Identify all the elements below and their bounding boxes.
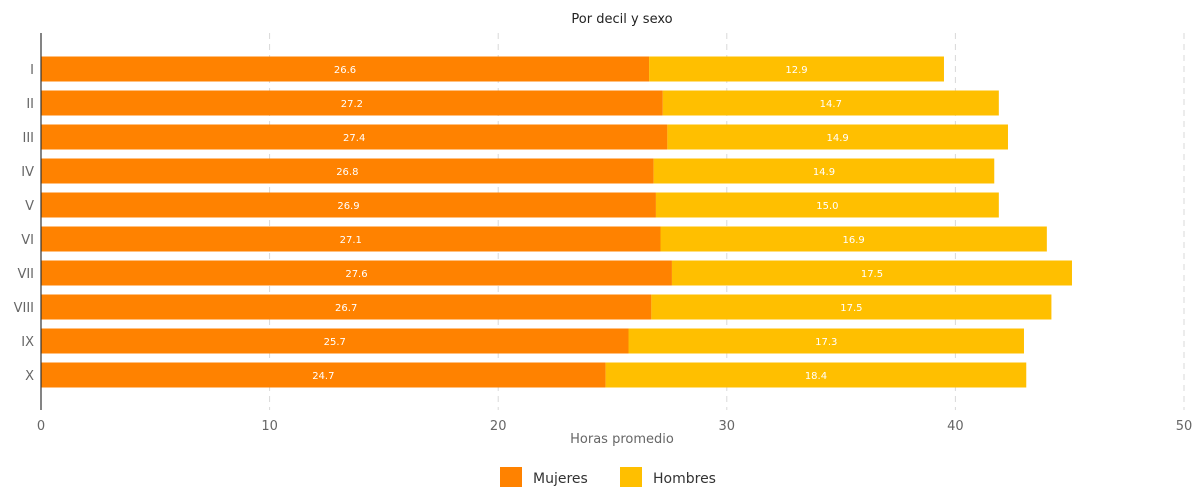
bar-mujeres — [41, 56, 650, 82]
bar-hombres — [667, 124, 1008, 150]
legend: Mujeres Hombres — [500, 467, 716, 487]
bar-value-label: 26.6 — [334, 65, 356, 76]
bar-value-label: 26.9 — [337, 201, 359, 212]
bar-value-label: 27.6 — [345, 269, 367, 280]
legend-label-hombres: Hombres — [653, 471, 716, 487]
bar-mujeres — [41, 158, 654, 184]
category-label: V — [25, 199, 34, 214]
x-tick-label: 40 — [947, 419, 964, 434]
legend-swatch-mujeres — [500, 467, 522, 487]
bar-mujeres — [41, 192, 656, 218]
bar-hombres — [628, 328, 1024, 354]
bar-value-label: 17.5 — [840, 303, 862, 314]
bar-value-label: 26.8 — [336, 167, 358, 178]
bar-value-label: 25.7 — [324, 337, 346, 348]
bar-mujeres — [41, 362, 606, 388]
bar-value-label: 17.3 — [815, 337, 837, 348]
category-label: VII — [17, 267, 34, 282]
category-label: II — [26, 97, 34, 112]
bar-value-label: 26.7 — [335, 303, 357, 314]
bar-value-label: 14.9 — [827, 133, 849, 144]
bar-hombres — [655, 192, 999, 218]
bar-mujeres — [41, 90, 663, 116]
x-tick-label: 50 — [1176, 419, 1193, 434]
bar-value-label: 14.9 — [813, 167, 835, 178]
bar-hombres — [605, 362, 1027, 388]
category-label: VIII — [14, 301, 34, 316]
category-label: VI — [21, 233, 34, 248]
bar-value-label: 14.7 — [820, 99, 842, 110]
x-tick-label: 30 — [719, 419, 736, 434]
bar-value-label: 17.5 — [861, 269, 883, 280]
bar-mujeres — [41, 294, 652, 320]
category-label: X — [25, 369, 34, 384]
bar-hombres — [649, 56, 944, 82]
bar-mujeres — [41, 260, 672, 286]
legend-label-mujeres: Mujeres — [533, 471, 588, 487]
bar-value-labels: 26.6 12.9 27.2 14.7 27.4 14.9 26.8 14.9 26.9 15.0… — [312, 65, 883, 382]
x-tick-label: 10 — [261, 419, 278, 434]
bar-value-label: 27.4 — [343, 133, 365, 144]
bar-value-label: 18.4 — [805, 371, 827, 382]
value-axis-ticks: 0 10 20 30 40 50 — [37, 419, 1192, 434]
bar-hombres — [671, 260, 1072, 286]
chart-title: Por decil y sexo — [571, 12, 672, 27]
bar-hombres — [651, 294, 1052, 320]
bar-hombres — [653, 158, 995, 184]
bar-value-label: 16.9 — [843, 235, 865, 246]
category-label: III — [22, 131, 34, 146]
grid-lines — [269, 33, 1185, 410]
category-label: IV — [21, 165, 34, 180]
bar-hombres — [662, 90, 999, 116]
bar-mujeres — [41, 328, 629, 354]
bar-mujeres — [41, 124, 668, 150]
bar-hombres — [660, 226, 1047, 252]
x-tick-label: 0 — [37, 419, 45, 434]
bar-mujeres — [41, 226, 661, 252]
category-label: IX — [21, 335, 34, 350]
legend-swatch-hombres — [620, 467, 642, 487]
bar-value-label: 12.9 — [785, 65, 807, 76]
bar-value-label: 15.0 — [816, 201, 838, 212]
x-axis-title: Horas promedio — [570, 432, 674, 447]
bars — [41, 56, 1072, 388]
x-tick-label: 20 — [490, 419, 507, 434]
bar-value-label: 27.1 — [340, 235, 362, 246]
bar-value-label: 24.7 — [312, 371, 334, 382]
category-label: I — [30, 63, 34, 78]
bar-value-label: 27.2 — [341, 99, 363, 110]
